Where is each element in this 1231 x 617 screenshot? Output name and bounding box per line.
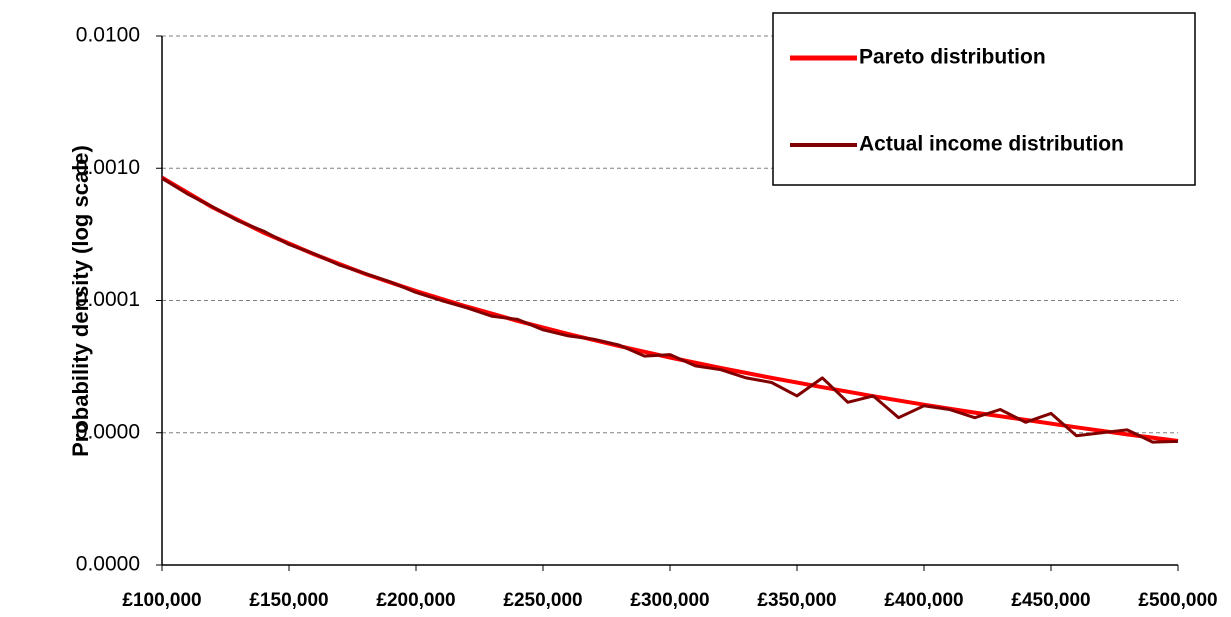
legend-label: Actual income distribution <box>859 133 1124 156</box>
data-line <box>161 177 1179 444</box>
data-line <box>160 175 1179 443</box>
x-tick-label: £150,000 <box>249 590 328 611</box>
x-tick-label: £100,000 <box>122 590 201 611</box>
legend-label: Pareto distribution <box>859 46 1046 69</box>
x-tick-label: £300,000 <box>630 590 709 611</box>
y-tick-label: 0.0000 <box>76 553 140 576</box>
y-tick-label: 0.0001 <box>76 288 140 311</box>
x-tick-label: £350,000 <box>757 590 836 611</box>
legend-box <box>772 12 1196 186</box>
y-axis-title: Probability density (log scale) <box>68 145 93 457</box>
y-tick-label: 0.0100 <box>76 24 140 47</box>
x-tick-label: £400,000 <box>884 590 963 611</box>
x-tick-label: £500,000 <box>1138 590 1217 611</box>
x-tick-label: £450,000 <box>1011 590 1090 611</box>
y-tick-label: 0.0010 <box>76 156 140 179</box>
y-tick-label: 0.0000 <box>76 420 140 443</box>
x-tick-label: £200,000 <box>376 590 455 611</box>
x-tick-label: £250,000 <box>503 590 582 611</box>
